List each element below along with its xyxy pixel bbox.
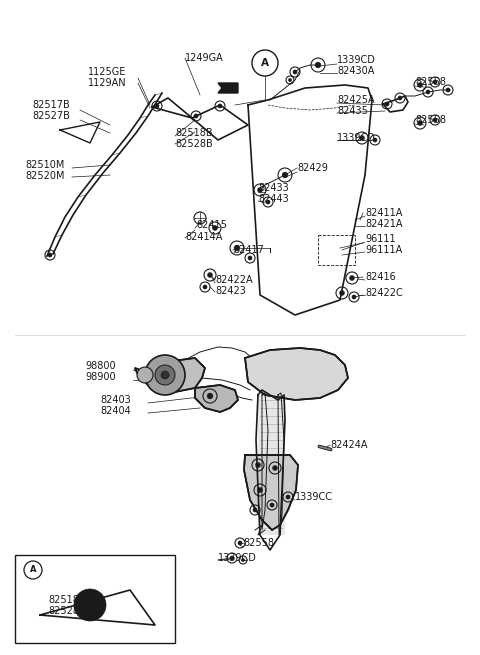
Circle shape — [339, 290, 345, 295]
Text: 82425A: 82425A — [337, 95, 374, 105]
Text: 82421A: 82421A — [365, 219, 403, 229]
Polygon shape — [245, 348, 348, 400]
Circle shape — [137, 367, 153, 383]
Text: 1339CD: 1339CD — [218, 553, 257, 563]
Circle shape — [194, 114, 198, 118]
Text: 82517B: 82517B — [32, 100, 70, 110]
Circle shape — [433, 118, 437, 122]
Circle shape — [48, 253, 52, 257]
Text: 82430A: 82430A — [337, 66, 374, 76]
Text: 82422C: 82422C — [365, 288, 403, 298]
Text: 96111A: 96111A — [365, 245, 402, 255]
Text: 82424A: 82424A — [330, 440, 368, 450]
Circle shape — [286, 495, 290, 499]
Circle shape — [203, 285, 207, 289]
Circle shape — [145, 355, 185, 395]
Circle shape — [418, 83, 422, 88]
Circle shape — [155, 365, 175, 385]
Circle shape — [385, 102, 389, 106]
Circle shape — [230, 556, 234, 560]
Polygon shape — [218, 83, 238, 93]
Circle shape — [161, 371, 169, 379]
Circle shape — [253, 508, 257, 512]
Polygon shape — [258, 395, 285, 535]
Text: 82435: 82435 — [337, 106, 368, 116]
Circle shape — [315, 62, 321, 68]
Text: 1339CD: 1339CD — [337, 133, 376, 143]
Text: 82558: 82558 — [415, 115, 446, 125]
Circle shape — [248, 256, 252, 260]
Circle shape — [433, 80, 437, 84]
Circle shape — [273, 466, 277, 470]
Circle shape — [207, 272, 213, 278]
Circle shape — [266, 200, 270, 204]
Text: 82415: 82415 — [196, 220, 227, 230]
Text: 1339CC: 1339CC — [295, 492, 333, 502]
Text: 82520M: 82520M — [25, 171, 64, 181]
Text: 82411A: 82411A — [365, 208, 402, 218]
Circle shape — [257, 187, 263, 193]
Text: A: A — [30, 565, 36, 574]
Circle shape — [74, 589, 106, 621]
Circle shape — [213, 225, 217, 231]
Text: 82429: 82429 — [297, 163, 328, 173]
Circle shape — [349, 276, 355, 280]
Circle shape — [352, 295, 356, 299]
Text: 82510M: 82510M — [25, 160, 64, 170]
Text: 82518B: 82518B — [175, 128, 213, 138]
Text: 1129AN: 1129AN — [88, 78, 127, 88]
Circle shape — [218, 104, 222, 108]
Text: 82558: 82558 — [415, 77, 446, 87]
Circle shape — [398, 96, 402, 100]
Circle shape — [238, 541, 242, 545]
Circle shape — [360, 136, 364, 141]
Text: 82443: 82443 — [258, 194, 289, 204]
Text: 82423: 82423 — [215, 286, 246, 296]
Text: 82422A: 82422A — [215, 275, 252, 285]
Circle shape — [270, 503, 274, 507]
Text: 82403: 82403 — [100, 395, 131, 405]
Polygon shape — [135, 358, 205, 392]
Text: 1125GE: 1125GE — [88, 67, 126, 77]
Circle shape — [373, 138, 377, 142]
Circle shape — [446, 88, 450, 92]
Text: 96111: 96111 — [365, 234, 396, 244]
Text: A: A — [261, 58, 269, 68]
Text: 82558: 82558 — [243, 538, 274, 548]
Text: 98900: 98900 — [85, 372, 116, 382]
Circle shape — [255, 462, 261, 468]
Text: 82433: 82433 — [258, 183, 289, 193]
Circle shape — [257, 487, 263, 493]
Text: 82404: 82404 — [100, 406, 131, 416]
Circle shape — [288, 79, 292, 82]
Circle shape — [418, 121, 422, 126]
Circle shape — [293, 70, 297, 74]
Circle shape — [234, 245, 240, 251]
Text: 98800: 98800 — [85, 361, 116, 371]
Circle shape — [241, 558, 245, 562]
Text: 82528B: 82528B — [48, 606, 86, 616]
Circle shape — [282, 172, 288, 178]
Text: 82527B: 82527B — [32, 111, 70, 121]
Polygon shape — [244, 455, 298, 530]
Text: 82528B: 82528B — [175, 139, 213, 149]
Polygon shape — [195, 385, 238, 412]
Text: 1339CD: 1339CD — [337, 55, 376, 65]
Text: 82417: 82417 — [233, 245, 264, 255]
Circle shape — [426, 90, 430, 94]
Text: 82414A: 82414A — [185, 232, 222, 242]
Text: 1249GA: 1249GA — [185, 53, 224, 63]
Text: 82416: 82416 — [365, 272, 396, 282]
Circle shape — [155, 104, 159, 108]
Text: 82518B: 82518B — [48, 595, 86, 605]
Circle shape — [207, 393, 213, 399]
Bar — [15, 555, 175, 643]
